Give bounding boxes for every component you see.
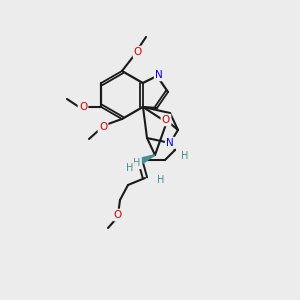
Text: H: H	[181, 151, 189, 161]
Text: H: H	[133, 158, 141, 168]
Text: H: H	[157, 175, 165, 185]
Text: O: O	[99, 122, 107, 132]
Text: O: O	[114, 210, 122, 220]
Text: N: N	[155, 70, 163, 80]
Text: H: H	[126, 163, 134, 173]
Text: O: O	[134, 47, 142, 57]
Text: O: O	[79, 102, 87, 112]
Text: N: N	[166, 138, 174, 148]
Polygon shape	[140, 155, 155, 164]
Text: O: O	[162, 115, 170, 125]
